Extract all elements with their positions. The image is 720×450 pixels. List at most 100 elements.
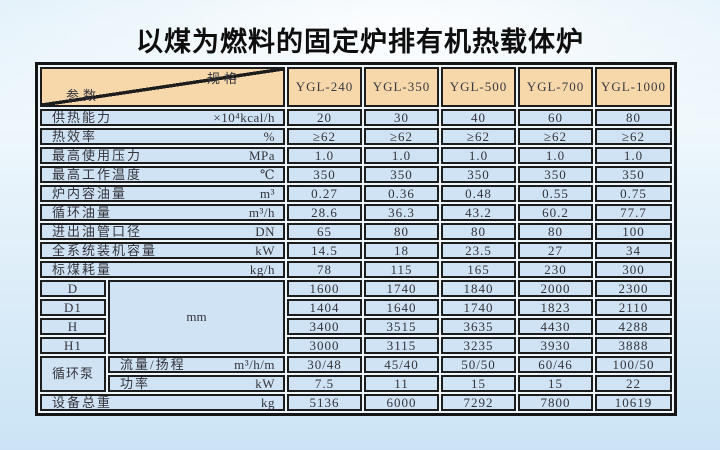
table-cell: 65: [287, 223, 362, 240]
param-name: 流量/扬程: [120, 356, 186, 372]
table-cell: 300: [595, 261, 672, 278]
param-name: 进出油管口径: [52, 223, 143, 239]
table-row: 功率 kW 7.5 11 15 15 22: [40, 375, 672, 392]
table-row: 炉内容油量 m³ 0.27 0.36 0.48 0.55 0.75: [40, 185, 672, 202]
table-cell: 40: [441, 109, 516, 126]
table-cell: 43.2: [441, 204, 516, 221]
table-cell: 6000: [364, 394, 439, 411]
table-cell: 3515: [364, 318, 439, 335]
table-row: 最高使用压力 MPa 1.0 1.0 1.0 1.0 1.0: [40, 147, 672, 164]
param-cell: 流量/扬程 m³/h/m: [108, 356, 285, 373]
table-cell: 350: [595, 166, 672, 183]
table-cell: 14.5: [287, 242, 362, 259]
param-cell: 设备总重 kg: [40, 394, 285, 411]
table-cell: 1600: [287, 280, 362, 297]
param-cell: 功率 kW: [108, 375, 285, 392]
table-row: 设备总重 kg 5136 6000 7292 7800 10619: [40, 394, 672, 411]
table-cell: 350: [441, 166, 516, 183]
param-cell: 最高工作温度 ℃: [40, 166, 285, 183]
table-cell: 22: [595, 375, 672, 392]
param-unit: kg/h: [249, 261, 275, 277]
table-cell: 3115: [364, 337, 439, 354]
table-cell: 5136: [287, 394, 362, 411]
table-cell: 27: [518, 242, 593, 259]
table-cell: 20: [287, 109, 362, 126]
param-unit: kW: [255, 242, 275, 258]
table-cell: 1823: [518, 299, 593, 316]
param-cell: 热效率%: [40, 128, 285, 145]
table-row: 全系统装机容量 kW 14.5 18 23.5 27 34: [40, 242, 672, 259]
table-cell: 1404: [287, 299, 362, 316]
table-cell: 0.48: [441, 185, 516, 202]
table-cell: 30/48: [287, 356, 362, 373]
column-header-ygl-240: YGL-240: [287, 67, 362, 107]
table-cell: 100: [595, 223, 672, 240]
pump-group-label: 循环泵: [40, 356, 106, 392]
table-row: 循环泵 流量/扬程 m³/h/m 30/48 45/40 50/50 60/46 …: [40, 356, 672, 392]
param-name: 标煤耗量: [52, 261, 113, 277]
table-cell: 15: [518, 375, 593, 392]
dimension-label: D1: [40, 299, 106, 316]
table-cell: 30: [364, 109, 439, 126]
table-cell: 1.0: [287, 147, 362, 164]
table-cell: 4430: [518, 318, 593, 335]
table-cell: 115: [364, 261, 439, 278]
param-cell: 炉内容油量 m³: [40, 185, 285, 202]
table-cell: 36.3: [364, 204, 439, 221]
param-cell: 标煤耗量 kg/h: [40, 261, 285, 278]
table-cell: 60.2: [518, 204, 593, 221]
table-cell: 0.55: [518, 185, 593, 202]
table-cell: 80: [518, 223, 593, 240]
corner-diagonal-line: 规格 参数: [42, 69, 283, 105]
param-unit: m³: [259, 185, 275, 201]
table-cell: 78: [287, 261, 362, 278]
table-cell: 50/50: [441, 356, 516, 373]
table-cell: ≥62: [518, 128, 593, 145]
param-name: 设备总重: [52, 394, 113, 410]
table-cell: 230: [518, 261, 593, 278]
table-cell: 18: [364, 242, 439, 259]
table-cell: 350: [364, 166, 439, 183]
table-cell: 77.7: [595, 204, 672, 221]
param-name: 循环油量: [52, 204, 113, 220]
dimension-label: H1: [40, 337, 106, 354]
table-cell: 7292: [441, 394, 516, 411]
param-cell: 最高使用压力 MPa: [40, 147, 285, 164]
param-cell: 供热能力 ×10⁴kcal/h: [40, 109, 285, 126]
param-name: 供热能力: [52, 109, 113, 125]
table-cell: 3000: [287, 337, 362, 354]
table-cell: 2300: [595, 280, 672, 297]
table-cell: 1.0: [441, 147, 516, 164]
param-name: 最高工作温度: [52, 166, 143, 182]
table-cell: 0.27: [287, 185, 362, 202]
table-row: D mm 1600 1740 1840 2000 2300: [40, 280, 672, 354]
table-cell: 60/46: [518, 356, 593, 373]
table-cell: 350: [287, 166, 362, 183]
table-row: D1 1404 1640 1740 1823 2110: [40, 299, 672, 316]
table-cell: 80: [595, 109, 672, 126]
table-cell: 1.0: [518, 147, 593, 164]
table-cell: 165: [441, 261, 516, 278]
param-unit: MPa: [248, 147, 275, 163]
table-cell: 3400: [287, 318, 362, 335]
table-cell: 2110: [595, 299, 672, 316]
table-cell: 100/50: [595, 356, 672, 373]
param-cell: 进出油管口径 DN: [40, 223, 285, 240]
column-header-ygl-500: YGL-500: [441, 67, 516, 107]
table-cell: 7.5: [287, 375, 362, 392]
table-cell: ≥62: [441, 128, 516, 145]
param-name: 功率: [120, 375, 151, 391]
table-cell: 11: [364, 375, 439, 392]
table-cell: 3888: [595, 337, 672, 354]
param-name: 全系统装机容量: [52, 242, 158, 258]
table-cell: ≥62: [287, 128, 362, 145]
param-unit: m³/h/m: [234, 356, 275, 372]
table-cell: 1640: [364, 299, 439, 316]
param-unit: ℃: [259, 166, 275, 182]
table-cell: 60: [518, 109, 593, 126]
table-cell: 1840: [441, 280, 516, 297]
table-row: 热效率% ≥62 ≥62 ≥62 ≥62 ≥62: [40, 128, 672, 145]
dimension-label: D: [40, 280, 106, 297]
table-cell: 0.36: [364, 185, 439, 202]
